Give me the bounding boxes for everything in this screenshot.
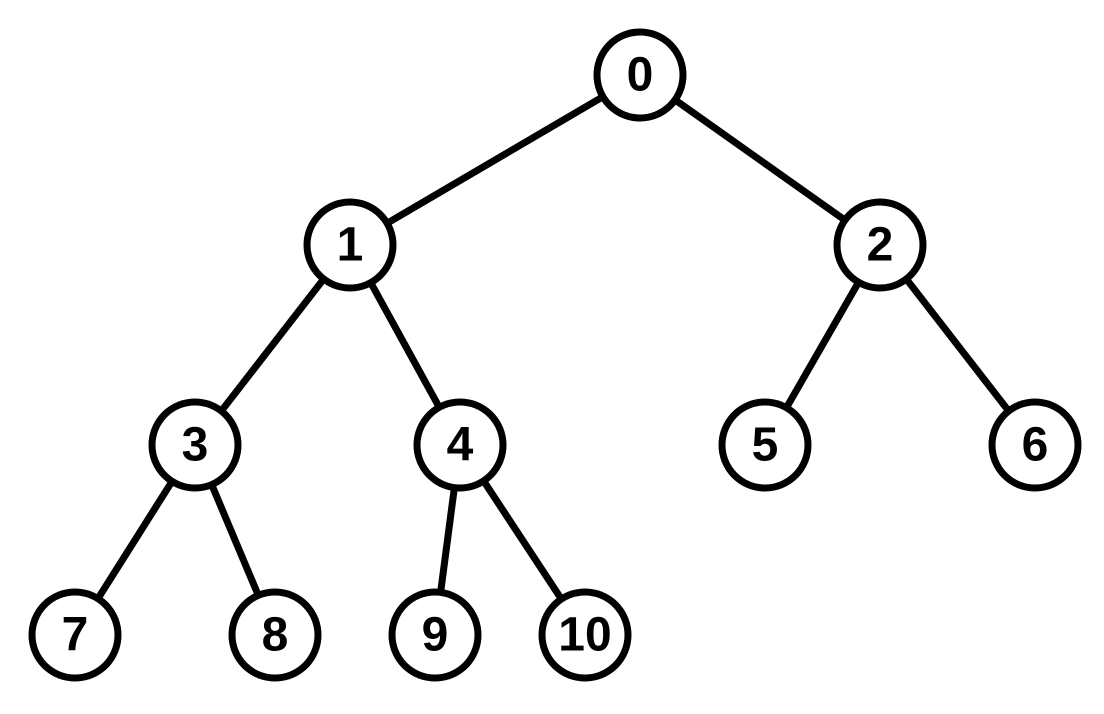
tree-edge [675, 100, 845, 220]
node-label: 0 [627, 49, 654, 102]
tree-edge [98, 481, 172, 598]
tree-node: 3 [152, 402, 238, 488]
tree-edge [786, 282, 858, 407]
tree-edge [221, 279, 323, 411]
tree-node: 8 [232, 592, 318, 678]
tree-edge [484, 481, 562, 599]
edges-layer [98, 97, 1009, 599]
node-label: 3 [182, 419, 209, 472]
node-label: 5 [752, 419, 779, 472]
tree-edge [906, 279, 1008, 411]
tree-edge [387, 97, 603, 224]
node-label: 4 [447, 419, 474, 472]
node-label: 8 [262, 609, 289, 662]
node-label: 6 [1022, 419, 1049, 472]
tree-edge [441, 488, 455, 593]
tree-node: 7 [32, 592, 118, 678]
tree-edge [212, 485, 259, 596]
node-label: 10 [558, 609, 611, 662]
tree-edge [371, 283, 440, 408]
node-label: 9 [422, 609, 449, 662]
tree-node: 6 [992, 402, 1078, 488]
tree-node: 2 [837, 202, 923, 288]
tree-node: 9 [392, 592, 478, 678]
tree-node: 1 [307, 202, 393, 288]
node-label: 1 [337, 219, 364, 272]
nodes-layer: 0 1 2 3 4 5 6 7 8 9 10 [32, 32, 1078, 678]
tree-node: 5 [722, 402, 808, 488]
tree-node: 0 [597, 32, 683, 118]
tree-node: 4 [417, 402, 503, 488]
node-label: 7 [62, 609, 89, 662]
node-label: 2 [867, 219, 894, 272]
binary-tree-diagram: 0 1 2 3 4 5 6 7 8 9 10 [0, 0, 1104, 714]
tree-node: 10 [542, 592, 628, 678]
